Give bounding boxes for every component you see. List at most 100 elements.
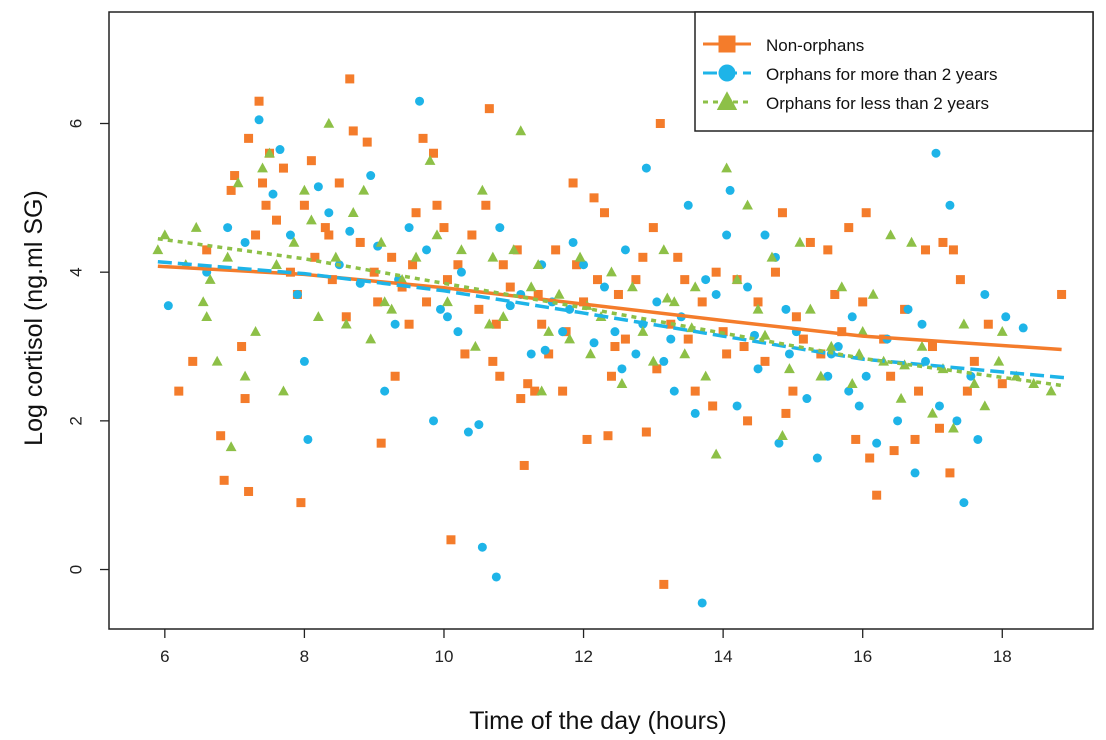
data-point	[278, 163, 288, 173]
data-point	[558, 386, 568, 396]
data-point	[211, 355, 223, 366]
data-point	[668, 296, 680, 307]
data-point	[700, 370, 712, 381]
data-point	[553, 288, 565, 299]
data-point	[743, 282, 753, 292]
data-point	[474, 420, 484, 430]
data-point	[497, 311, 509, 322]
data-point	[593, 275, 603, 285]
data-point	[945, 468, 955, 478]
data-point	[481, 200, 491, 210]
data-point	[435, 304, 445, 314]
data-point	[477, 542, 487, 552]
data-point	[348, 126, 358, 136]
data-point	[917, 319, 927, 329]
data-point	[498, 260, 508, 270]
data-point	[613, 289, 623, 299]
data-point	[415, 96, 425, 106]
data-point	[515, 125, 527, 136]
data-point	[710, 448, 722, 459]
data-point	[446, 535, 456, 545]
data-point	[523, 379, 533, 389]
data-point	[469, 340, 481, 351]
data-point	[683, 334, 693, 344]
data-point	[952, 416, 962, 426]
x-tick-label: 6	[160, 647, 169, 666]
data-point	[825, 340, 837, 351]
x-tick-label: 12	[574, 647, 593, 666]
data-point	[579, 297, 589, 307]
data-point	[652, 297, 662, 307]
data-point	[680, 275, 690, 285]
data-point	[962, 386, 972, 396]
data-point	[708, 401, 718, 411]
data-point	[474, 304, 484, 314]
data-point	[743, 416, 753, 426]
data-points	[152, 74, 1067, 608]
data-point	[303, 434, 313, 444]
data-point	[938, 237, 948, 247]
data-point	[558, 327, 568, 337]
data-point	[993, 355, 1005, 366]
data-point	[190, 221, 202, 232]
data-point	[491, 319, 501, 329]
data-point	[533, 289, 543, 299]
data-point	[899, 359, 910, 370]
data-point	[844, 386, 854, 396]
data-point	[599, 208, 609, 218]
data-point	[833, 342, 843, 352]
data-point	[508, 244, 520, 255]
data-point	[201, 311, 213, 322]
data-point	[945, 200, 955, 210]
data-point	[1001, 312, 1011, 322]
data-point	[582, 434, 592, 444]
data-point	[285, 230, 295, 240]
data-point	[934, 401, 944, 411]
data-point	[610, 327, 620, 337]
data-point	[532, 259, 544, 269]
data-point	[244, 133, 254, 143]
data-point	[701, 275, 711, 285]
data-point	[380, 386, 390, 396]
data-point	[366, 171, 376, 181]
trend-line-series-2	[157, 236, 1066, 388]
data-point	[791, 312, 801, 322]
data-point	[460, 349, 470, 359]
data-point	[958, 318, 970, 329]
data-point	[362, 137, 372, 147]
data-point	[299, 356, 309, 366]
data-point	[847, 312, 857, 322]
data-point	[968, 378, 980, 388]
data-point	[536, 385, 548, 396]
data-point	[250, 325, 261, 336]
data-point	[777, 430, 788, 440]
data-point	[341, 312, 351, 322]
data-point	[858, 297, 868, 307]
data-point	[334, 178, 344, 188]
data-point	[526, 349, 536, 359]
data-point	[903, 304, 913, 314]
data-point	[530, 386, 540, 396]
data-point	[620, 334, 630, 344]
data-point	[784, 363, 795, 374]
data-point	[495, 223, 505, 233]
data-point	[323, 117, 335, 128]
data-point	[411, 208, 421, 218]
data-point	[254, 115, 264, 125]
data-point	[830, 289, 840, 299]
data-point	[652, 364, 662, 374]
data-point	[916, 340, 928, 351]
trend-line-series-1	[157, 260, 1066, 380]
data-point	[673, 252, 683, 262]
data-point	[815, 370, 827, 381]
data-point	[774, 438, 784, 448]
data-point	[240, 394, 250, 404]
data-point	[327, 275, 337, 285]
legend: Non-orphans Orphans for more than 2 year…	[694, 11, 1094, 132]
trend-line-series-0	[157, 264, 1062, 352]
data-point	[491, 572, 501, 582]
data-point	[893, 416, 903, 426]
data-point	[456, 267, 466, 277]
data-point	[798, 334, 808, 344]
